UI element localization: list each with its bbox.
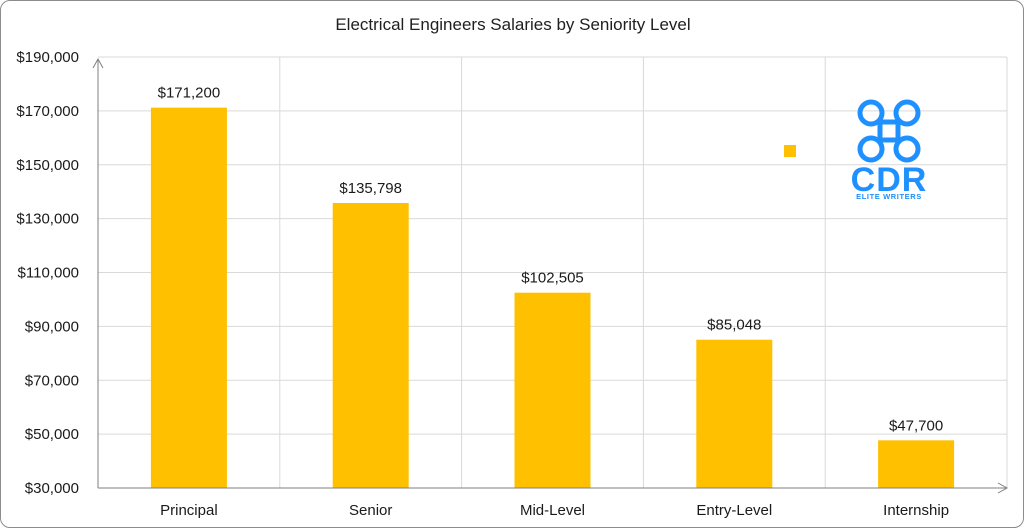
command-key-icon (857, 99, 921, 163)
data-label: $135,798 (339, 180, 402, 197)
x-axis-arrow (997, 482, 1009, 494)
y-tick-label: $170,000 (16, 103, 79, 120)
logo-mark-loop (857, 135, 885, 163)
x-tick-label: Entry-Level (696, 502, 772, 519)
logo-mark-loop (893, 135, 921, 163)
y-tick-label: $150,000 (16, 157, 79, 174)
legend-marker (784, 145, 796, 157)
x-tick-label: Internship (883, 502, 949, 519)
y-tick-label: $30,000 (25, 480, 79, 497)
x-tick-label: Mid-Level (520, 502, 585, 519)
y-tick-label: $130,000 (16, 211, 79, 228)
gridlines (98, 56, 1008, 488)
y-tick-label: $90,000 (25, 318, 79, 335)
cdr-logo: CDR ELITE WRITERS (851, 99, 928, 201)
logo-text: CDR (851, 161, 928, 199)
y-axis-tick-labels: $30,000 $50,000 $70,000 $90,000 $110,000 $130… (16, 49, 79, 497)
bar (332, 203, 409, 488)
x-tick-label: Principal (160, 502, 218, 519)
axes (92, 57, 1009, 494)
y-tick-label: $70,000 (25, 372, 79, 389)
data-label: $171,200 (158, 85, 221, 102)
logo-mark-center (877, 119, 901, 143)
data-labels: $171,200 $135,798 $102,505 $85,048 $47,700 (158, 85, 944, 435)
y-tick-label: $190,000 (16, 49, 79, 66)
data-label: $102,505 (521, 270, 584, 287)
bar (696, 339, 773, 488)
x-tick-label: Senior (349, 502, 392, 519)
logo-mark-loop (893, 99, 921, 127)
data-label: $47,700 (889, 417, 943, 434)
data-label: $85,048 (707, 317, 761, 334)
bars (150, 107, 955, 488)
bar (514, 292, 591, 488)
logo-mark-loop (857, 99, 885, 127)
chart-title: Electrical Engineers Salaries by Seniori… (335, 15, 690, 34)
bar (150, 107, 227, 488)
bar (878, 440, 955, 488)
y-axis-arrow (92, 57, 104, 69)
x-axis-tick-labels: Principal Senior Mid-Level Entry-Level Inter… (160, 502, 949, 519)
y-tick-label: $110,000 (18, 265, 79, 282)
logo-subtext: ELITE WRITERS (856, 192, 922, 201)
y-tick-label: $50,000 (25, 426, 79, 443)
